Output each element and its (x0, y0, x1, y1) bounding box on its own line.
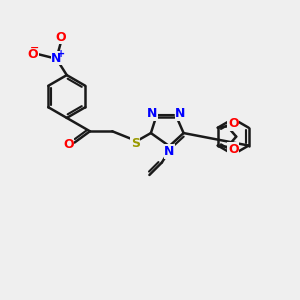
Text: N: N (51, 52, 62, 65)
Text: S: S (130, 137, 140, 150)
Text: N: N (147, 107, 158, 120)
Text: N: N (164, 145, 175, 158)
Text: O: O (63, 138, 74, 152)
Text: O: O (27, 48, 38, 61)
Text: O: O (228, 117, 238, 130)
Text: +: + (57, 49, 65, 59)
Text: O: O (228, 143, 238, 156)
Text: −: − (29, 43, 39, 53)
Text: N: N (175, 107, 185, 120)
Text: O: O (56, 31, 66, 44)
